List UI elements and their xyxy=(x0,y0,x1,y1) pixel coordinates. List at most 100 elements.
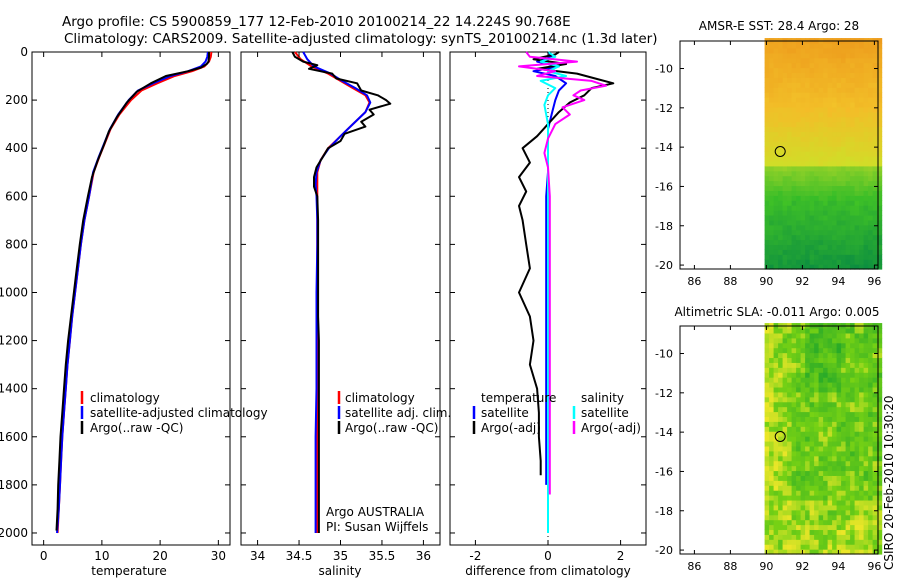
heatmap-cell xyxy=(841,219,847,226)
heatmap-cell xyxy=(782,431,788,437)
heatmap-cell xyxy=(850,386,856,393)
heatmap-cell xyxy=(769,249,775,255)
heatmap-cell xyxy=(841,57,847,64)
heatmap-cell xyxy=(850,155,856,162)
heatmap-cell xyxy=(827,411,833,418)
heatmap-cell xyxy=(787,106,793,113)
heatmap-cell xyxy=(818,195,824,201)
heatmap-cell xyxy=(859,52,865,59)
heatmap-cell xyxy=(796,450,802,457)
heatmap-cell xyxy=(787,382,793,388)
heatmap-cell xyxy=(832,57,838,64)
heatmap-cell xyxy=(859,337,865,344)
heatmap-cell xyxy=(818,465,824,472)
heatmap-cell xyxy=(850,362,856,368)
map-xtick-label: 88 xyxy=(723,560,737,573)
heatmap-cell xyxy=(782,509,788,516)
heatmap-cell xyxy=(809,401,815,408)
heatmap-cell xyxy=(796,504,802,511)
heatmap-cell xyxy=(859,180,865,187)
heatmap-cell xyxy=(814,239,820,246)
heatmap-cell xyxy=(809,195,815,201)
heatmap-cell xyxy=(845,445,851,452)
heatmap-cell xyxy=(805,136,811,142)
heatmap-cell xyxy=(778,509,784,516)
heatmap-cell xyxy=(827,372,833,378)
heatmap-cell xyxy=(832,116,838,123)
heatmap-cell xyxy=(805,544,811,550)
heatmap-cell xyxy=(877,342,883,349)
heatmap-cell xyxy=(778,126,784,133)
heatmap-cell xyxy=(832,62,838,69)
heatmap-cell xyxy=(877,106,883,113)
heatmap-cell xyxy=(764,411,770,418)
heatmap-cell xyxy=(818,504,824,511)
heatmap-cell xyxy=(769,52,775,59)
heatmap-cell xyxy=(832,121,838,128)
heatmap-cell xyxy=(782,465,788,472)
heatmap-cell xyxy=(791,210,797,216)
heatmap-cell xyxy=(773,170,779,177)
heatmap-cell xyxy=(764,165,770,172)
heatmap-cell xyxy=(832,406,838,413)
heatmap-cell xyxy=(850,185,856,191)
heatmap-cell xyxy=(859,234,865,241)
heatmap-cell xyxy=(877,549,883,555)
heatmap-cell xyxy=(791,524,797,531)
heatmap-cell xyxy=(827,534,833,540)
heatmap-cell xyxy=(805,401,811,408)
heatmap-cell xyxy=(823,445,829,452)
heatmap-cell xyxy=(854,180,860,187)
heatmap-cell xyxy=(823,485,829,491)
heatmap-cell xyxy=(809,431,815,437)
heatmap-cell xyxy=(778,436,784,442)
heatmap-cell xyxy=(778,185,784,191)
heatmap-cell xyxy=(814,391,820,398)
difference-legend: temperature satellite Argo(-adj) salinit… xyxy=(472,391,641,435)
heatmap-cell xyxy=(872,377,878,383)
heatmap-cell xyxy=(827,519,833,526)
heatmap-cell xyxy=(872,234,878,241)
heatmap-cell xyxy=(818,92,824,98)
heatmap-cell xyxy=(841,151,847,157)
heatmap-cell xyxy=(814,411,820,418)
heatmap-cell xyxy=(850,426,856,432)
heatmap-cell xyxy=(877,475,883,481)
heatmap-cell xyxy=(805,450,811,457)
heatmap-cell xyxy=(791,195,797,201)
heatmap-cell xyxy=(827,141,833,147)
heatmap-cell xyxy=(769,224,775,231)
heatmap-cell xyxy=(854,239,860,246)
heatmap-cell xyxy=(791,534,797,540)
heatmap-cell xyxy=(823,357,829,363)
heatmap-cell xyxy=(854,445,860,452)
heatmap-cell xyxy=(764,92,770,98)
heatmap-cell xyxy=(845,62,851,69)
heatmap-cell xyxy=(836,234,842,241)
heatmap-cell xyxy=(818,352,824,359)
heatmap-cell xyxy=(769,490,775,496)
heatmap-cell xyxy=(769,436,775,442)
heatmap-cell xyxy=(836,426,842,432)
heatmap-cell xyxy=(868,504,874,511)
heatmap-cell xyxy=(764,544,770,550)
heatmap-cell xyxy=(782,549,788,555)
heatmap-cell xyxy=(800,259,806,265)
heatmap-cell xyxy=(845,165,851,172)
heatmap-cell xyxy=(809,259,815,265)
heatmap-cell xyxy=(809,224,815,231)
heatmap-cell xyxy=(782,450,788,457)
heatmap-cell xyxy=(841,111,847,118)
heatmap-cell xyxy=(814,362,820,368)
heatmap-cell xyxy=(872,391,878,398)
heatmap-cell xyxy=(782,362,788,368)
heatmap-cell xyxy=(868,352,874,359)
heatmap-cell xyxy=(769,495,775,501)
heatmap-cell xyxy=(845,151,851,157)
heatmap-cell xyxy=(854,347,860,354)
heatmap-cell xyxy=(796,170,802,177)
heatmap-cell xyxy=(769,396,775,403)
heatmap-cell xyxy=(836,175,842,182)
heatmap-cell xyxy=(814,42,820,49)
heatmap-cell xyxy=(823,426,829,432)
